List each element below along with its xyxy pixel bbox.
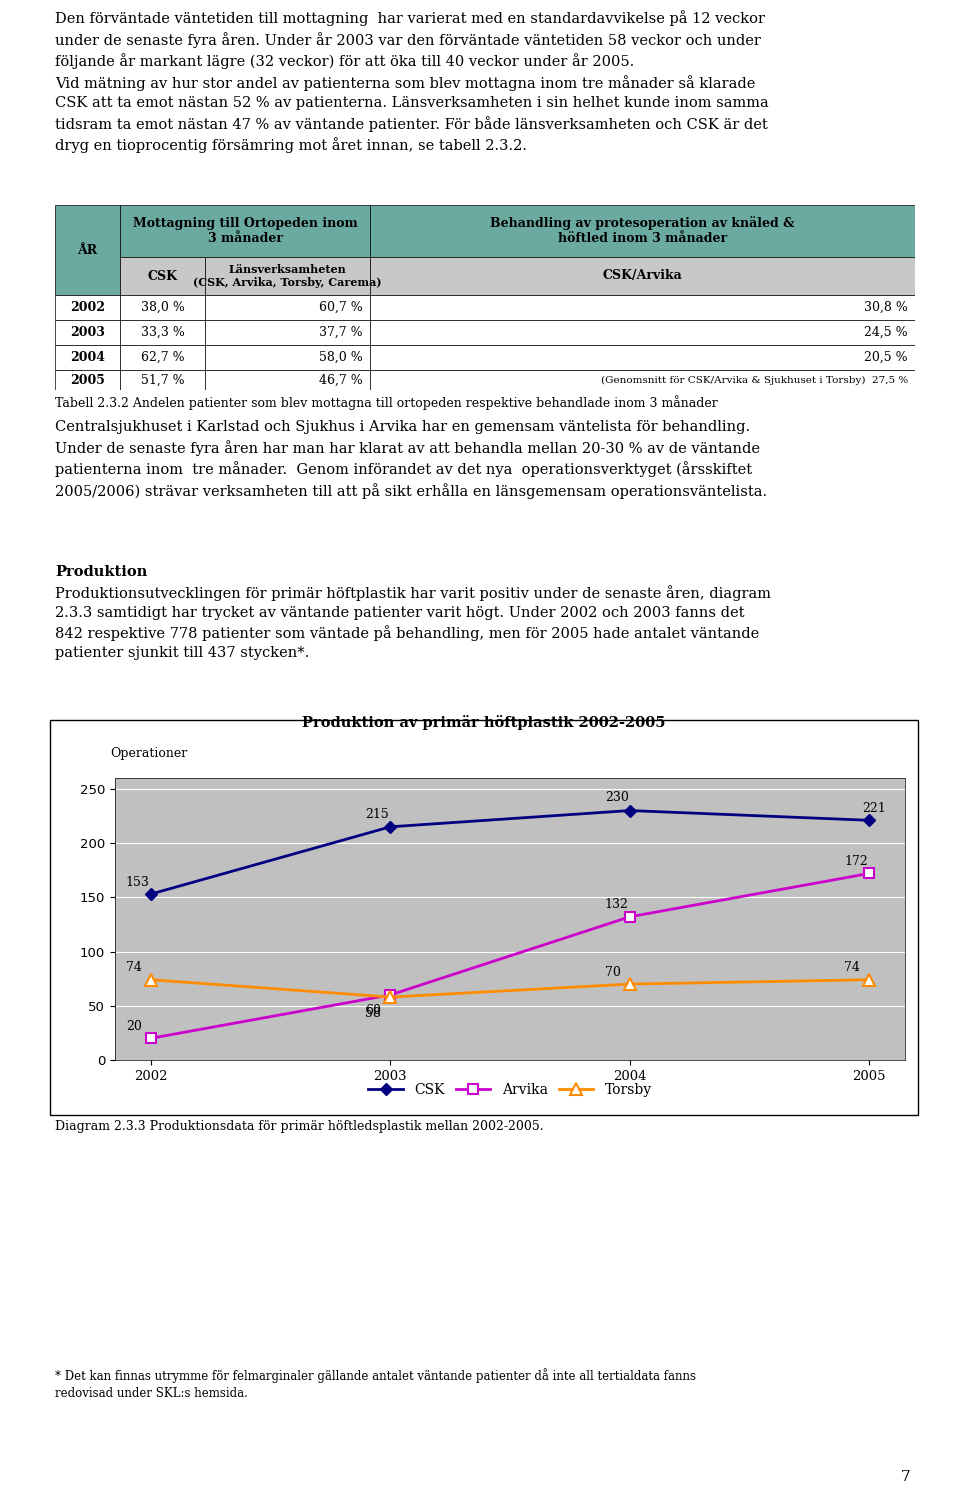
Text: Mottagning till Ortopeden inom
3 månader: Mottagning till Ortopeden inom 3 månader bbox=[132, 217, 357, 246]
Text: 58: 58 bbox=[366, 1007, 381, 1020]
Text: Operationer: Operationer bbox=[110, 747, 187, 759]
Text: 230: 230 bbox=[605, 791, 629, 804]
Text: 74: 74 bbox=[844, 962, 860, 974]
Text: Produktionsutvecklingen för primär höftplastik har varit positiv under de senast: Produktionsutvecklingen för primär höftp… bbox=[55, 585, 771, 661]
Text: 20,5 %: 20,5 % bbox=[865, 351, 908, 363]
Bar bbox=[120, 345, 205, 369]
Text: Centralsjukhuset i Karlstad och Sjukhus i Arvika har en gemensam väntelista för : Centralsjukhuset i Karlstad och Sjukhus … bbox=[55, 420, 767, 499]
Text: 38,0 %: 38,0 % bbox=[140, 301, 184, 314]
Text: 2004: 2004 bbox=[70, 351, 105, 363]
Text: 74: 74 bbox=[126, 962, 142, 974]
Bar bbox=[120, 258, 205, 295]
Bar bbox=[205, 369, 370, 390]
Bar bbox=[370, 345, 915, 369]
Text: 172: 172 bbox=[844, 855, 868, 868]
Text: 30,8 %: 30,8 % bbox=[864, 301, 908, 314]
Bar bbox=[55, 369, 120, 390]
Text: 2005: 2005 bbox=[70, 374, 105, 387]
Text: Produktion av primär höftplastik 2002-2005: Produktion av primär höftplastik 2002-20… bbox=[302, 715, 665, 730]
Text: 60,7 %: 60,7 % bbox=[320, 301, 363, 314]
Text: Länsverksamheten
(CSK, Arvika, Torsby, Carema): Länsverksamheten (CSK, Arvika, Torsby, C… bbox=[193, 264, 382, 287]
Text: 46,7 %: 46,7 % bbox=[320, 374, 363, 387]
Bar bbox=[370, 295, 915, 320]
Text: 7: 7 bbox=[900, 1470, 910, 1485]
Text: Tabell 2.3.2 Andelen patienter som blev mottagna till ortopeden respektive behan: Tabell 2.3.2 Andelen patienter som blev … bbox=[55, 395, 718, 409]
Bar bbox=[55, 295, 120, 320]
Bar bbox=[205, 345, 370, 369]
Bar bbox=[205, 258, 370, 295]
Bar bbox=[120, 295, 205, 320]
Text: 60: 60 bbox=[366, 1005, 381, 1017]
Text: Diagram 2.3.3 Produktionsdata för primär höftledsplastik mellan 2002-2005.: Diagram 2.3.3 Produktionsdata för primär… bbox=[55, 1120, 543, 1133]
Bar bbox=[205, 320, 370, 345]
Text: (Genomsnitt för CSK/Arvika & Sjukhuset i Torsby)  27,5 %: (Genomsnitt för CSK/Arvika & Sjukhuset i… bbox=[601, 375, 908, 384]
Text: CSK/Arvika: CSK/Arvika bbox=[603, 270, 683, 283]
Text: 70: 70 bbox=[605, 966, 620, 978]
Text: 153: 153 bbox=[126, 876, 150, 889]
Text: 33,3 %: 33,3 % bbox=[140, 326, 184, 339]
Text: 62,7 %: 62,7 % bbox=[141, 351, 184, 363]
Bar bbox=[55, 320, 120, 345]
Bar bbox=[370, 320, 915, 345]
Text: 58,0 %: 58,0 % bbox=[320, 351, 363, 363]
Bar bbox=[120, 320, 205, 345]
Text: 221: 221 bbox=[862, 803, 886, 814]
Text: 2003: 2003 bbox=[70, 326, 105, 339]
Text: 2002: 2002 bbox=[70, 301, 105, 314]
Text: ÅR: ÅR bbox=[78, 244, 98, 256]
Bar bbox=[370, 258, 915, 295]
Bar bbox=[370, 369, 915, 390]
Text: CSK: CSK bbox=[148, 270, 178, 283]
Text: 132: 132 bbox=[605, 898, 629, 911]
Bar bbox=[55, 345, 120, 369]
Bar bbox=[120, 369, 205, 390]
Text: * Det kan finnas utrymme för felmarginaler gällande antalet väntande patienter d: * Det kan finnas utrymme för felmarginal… bbox=[55, 1368, 696, 1400]
Bar bbox=[205, 295, 370, 320]
Text: 51,7 %: 51,7 % bbox=[141, 374, 184, 387]
Text: 20: 20 bbox=[126, 1020, 142, 1033]
Text: Den förväntade väntetiden till mottagning  har varierat med en standardavvikelse: Den förväntade väntetiden till mottagnin… bbox=[55, 10, 769, 153]
Text: 37,7 %: 37,7 % bbox=[320, 326, 363, 339]
Legend: CSK, Arvika, Torsby: CSK, Arvika, Torsby bbox=[363, 1078, 658, 1102]
Bar bbox=[370, 205, 915, 258]
Text: Behandling av protesoperation av knäled &
höftled inom 3 månader: Behandling av protesoperation av knäled … bbox=[491, 216, 795, 246]
Text: 24,5 %: 24,5 % bbox=[865, 326, 908, 339]
Bar bbox=[120, 205, 370, 258]
Text: Produktion: Produktion bbox=[55, 564, 147, 579]
Text: 215: 215 bbox=[366, 809, 389, 822]
Bar bbox=[55, 205, 120, 295]
